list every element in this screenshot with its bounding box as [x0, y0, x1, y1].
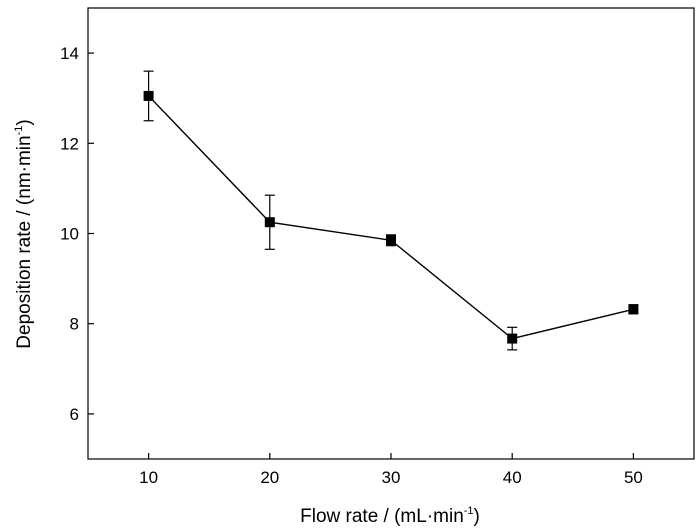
data-point	[386, 235, 396, 246]
y-tick-label: 10	[60, 225, 79, 244]
y-tick-label: 12	[60, 134, 79, 153]
x-tick-label: 20	[260, 468, 279, 487]
x-tick-label: 40	[503, 468, 522, 487]
y-tick-label: 6	[70, 405, 79, 424]
data-point	[143, 90, 154, 101]
data-point	[507, 333, 518, 344]
data-point	[264, 217, 275, 228]
y-axis-title: Deposition rate / (nm·min-1)	[13, 119, 35, 348]
x-axis-title: Flow rate / (mL·min-1)	[300, 505, 480, 527]
y-axis-ticks: 6 8 10 12 14	[60, 44, 94, 424]
plot-frame	[87, 7, 695, 460]
data-point	[628, 304, 639, 315]
y-tick-label: 14	[60, 44, 79, 63]
y-tick-label: 8	[70, 315, 79, 334]
x-tick-label: 30	[382, 468, 401, 487]
x-tick-label: 10	[139, 468, 158, 487]
series-group	[143, 70, 639, 351]
series-line	[148, 95, 634, 340]
x-axis-ticks: 10 20 30 40 50	[139, 453, 643, 487]
x-tick-label: 50	[624, 468, 643, 487]
